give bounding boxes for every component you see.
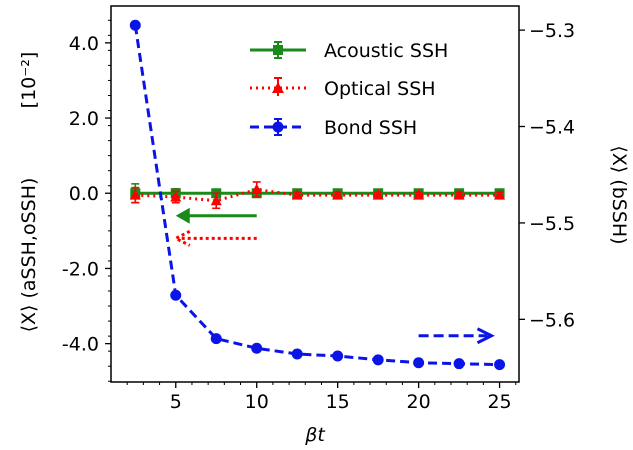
data-point bbox=[494, 189, 506, 200]
legend-label-optical: Optical SSH bbox=[324, 78, 436, 100]
data-point bbox=[372, 189, 384, 200]
y-right-tick-label: −5.5 bbox=[529, 213, 575, 235]
legend-item-optical: Optical SSH bbox=[250, 77, 436, 100]
data-point bbox=[251, 342, 263, 354]
series-optical-ssh bbox=[129, 181, 506, 210]
data-point bbox=[251, 183, 263, 194]
x-tick-label: 15 bbox=[326, 391, 350, 413]
x-tick-label: 20 bbox=[407, 391, 431, 413]
data-point bbox=[332, 350, 344, 362]
y-left-tick-label: 0.0 bbox=[69, 183, 99, 205]
legend-item-acoustic: Acoustic SSH bbox=[250, 40, 448, 62]
bond-arrow bbox=[418, 327, 495, 345]
data-point bbox=[210, 333, 222, 345]
data-point bbox=[494, 359, 506, 371]
data-point bbox=[453, 358, 465, 370]
legend-label-acoustic: Acoustic SSH bbox=[324, 40, 448, 62]
plot-frame bbox=[110, 5, 520, 383]
data-point bbox=[291, 348, 303, 360]
series-line bbox=[135, 187, 500, 203]
y-right-tick-label: −5.4 bbox=[529, 117, 575, 139]
data-point bbox=[170, 191, 182, 202]
legend: Acoustic SSH Optical SSH Bond SSH bbox=[250, 40, 448, 139]
data-point bbox=[170, 289, 182, 301]
y-right-tick-label: −5.3 bbox=[529, 20, 575, 42]
y-left-axis-title: ⟨X⟩ (aSSH,oSSH) bbox=[18, 178, 40, 333]
y-left-tick-label: 4.0 bbox=[69, 33, 99, 55]
y-left-tick-label: 2.0 bbox=[69, 108, 99, 130]
y-left-tick-label: -4.0 bbox=[62, 334, 99, 356]
series-line bbox=[133, 25, 500, 367]
data-point bbox=[129, 189, 141, 200]
x-tick-label: 25 bbox=[487, 391, 511, 413]
data-point bbox=[291, 189, 303, 200]
y-right-axis-title: ⟨X⟩ (bSSH) bbox=[608, 145, 630, 244]
data-point bbox=[372, 354, 384, 366]
data-point bbox=[413, 357, 425, 369]
data-point bbox=[453, 189, 465, 200]
legend-label-bond: Bond SSH bbox=[324, 117, 417, 139]
y-right-tick-label: −5.6 bbox=[529, 309, 575, 331]
arrow-head bbox=[175, 207, 190, 224]
legend-item-bond: Bond SSH bbox=[250, 117, 417, 139]
ticks-layer: 5 10 15 20 25 4.0 2.0 0.0 -2.0 -4.0 −5.3 −5.4 −5.5 −5… bbox=[62, 19, 575, 413]
optical-arrow bbox=[172, 230, 257, 247]
data-point bbox=[129, 19, 141, 31]
data-point bbox=[210, 194, 222, 206]
x-tick-label: 5 bbox=[170, 391, 182, 413]
data-point bbox=[332, 189, 344, 200]
acoustic-arrow bbox=[175, 207, 257, 224]
annotation-layer bbox=[172, 207, 495, 345]
data-point bbox=[413, 189, 425, 200]
arrow-head bbox=[476, 327, 495, 345]
arrow-head bbox=[172, 230, 191, 247]
y-left-axis-unit: [10⁻²] bbox=[18, 52, 40, 109]
series-acoustic-ssh bbox=[130, 183, 505, 204]
series-layer bbox=[129, 19, 506, 371]
x-axis-title: βt bbox=[304, 424, 326, 446]
series-bond-ssh bbox=[129, 19, 506, 371]
y-left-tick-label: -2.0 bbox=[62, 258, 99, 280]
x-tick-label: 10 bbox=[245, 391, 269, 413]
